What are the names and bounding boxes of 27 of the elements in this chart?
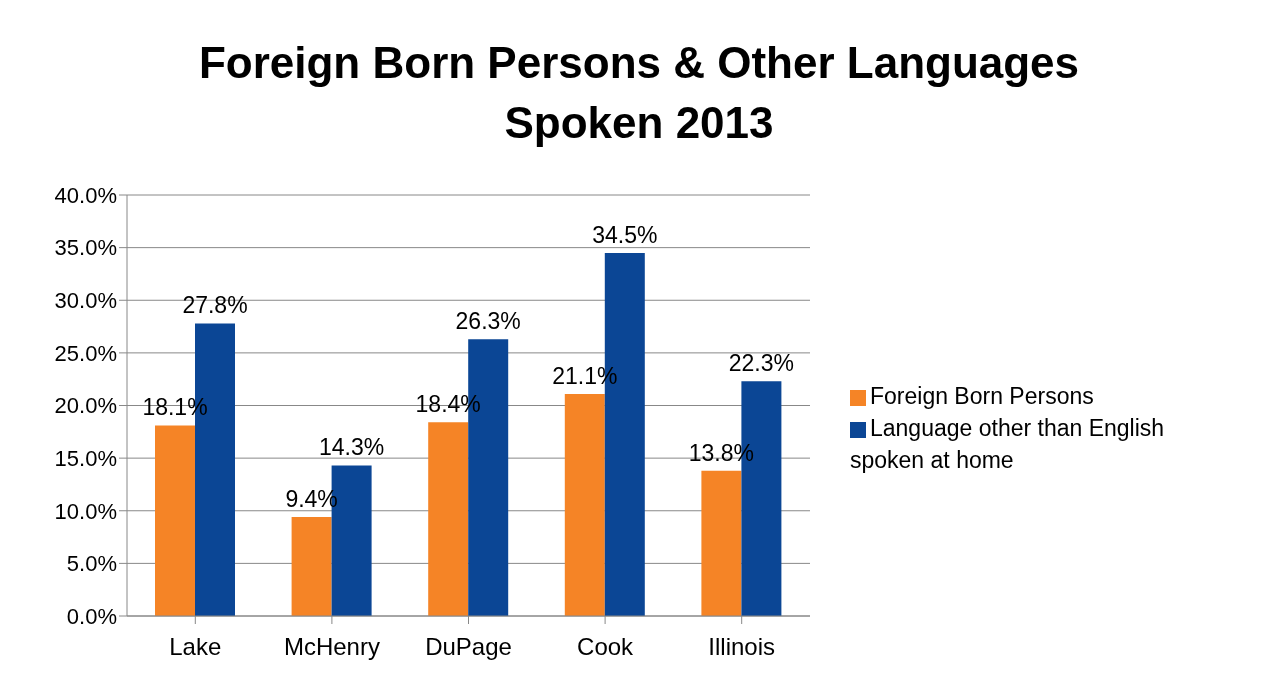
x-tick-label: Lake: [169, 633, 222, 661]
data-label: 22.3%: [728, 350, 795, 377]
data-label: 27.8%: [182, 292, 248, 319]
x-tick-label: McHenry: [283, 633, 380, 661]
y-tick-label: 15.0%: [54, 445, 117, 471]
bar: [428, 422, 469, 616]
chart-title: Foreign Born Persons & Other Languages Spoken 2013: [197, 37, 1081, 149]
y-tick-label: 20.0%: [54, 393, 117, 419]
bar: [291, 517, 332, 616]
y-tick-label: 30.0%: [54, 288, 117, 314]
bar: [564, 393, 605, 616]
x-tick-label: DuPage: [425, 633, 512, 661]
y-tick-label: 25.0%: [54, 340, 117, 366]
y-tick-label: 40.0%: [54, 182, 117, 208]
y-tick-label: 35.0%: [54, 235, 117, 261]
x-tick-label: Cook: [577, 633, 635, 661]
y-tick-label: 10.0%: [54, 498, 117, 524]
bar: [155, 425, 195, 616]
data-label: 14.3%: [318, 434, 385, 461]
legend-label: Language other than English spoken at home: [850, 415, 1165, 473]
y-tick-label: 0.0%: [66, 603, 117, 629]
data-label: 34.5%: [592, 221, 658, 248]
x-tick-label: Illinois: [708, 633, 776, 661]
y-tick-label: 5.0%: [66, 551, 117, 577]
data-label: 26.3%: [455, 308, 521, 335]
bar: [701, 470, 742, 616]
legend-label: Foreign Born Persons: [870, 383, 1094, 409]
